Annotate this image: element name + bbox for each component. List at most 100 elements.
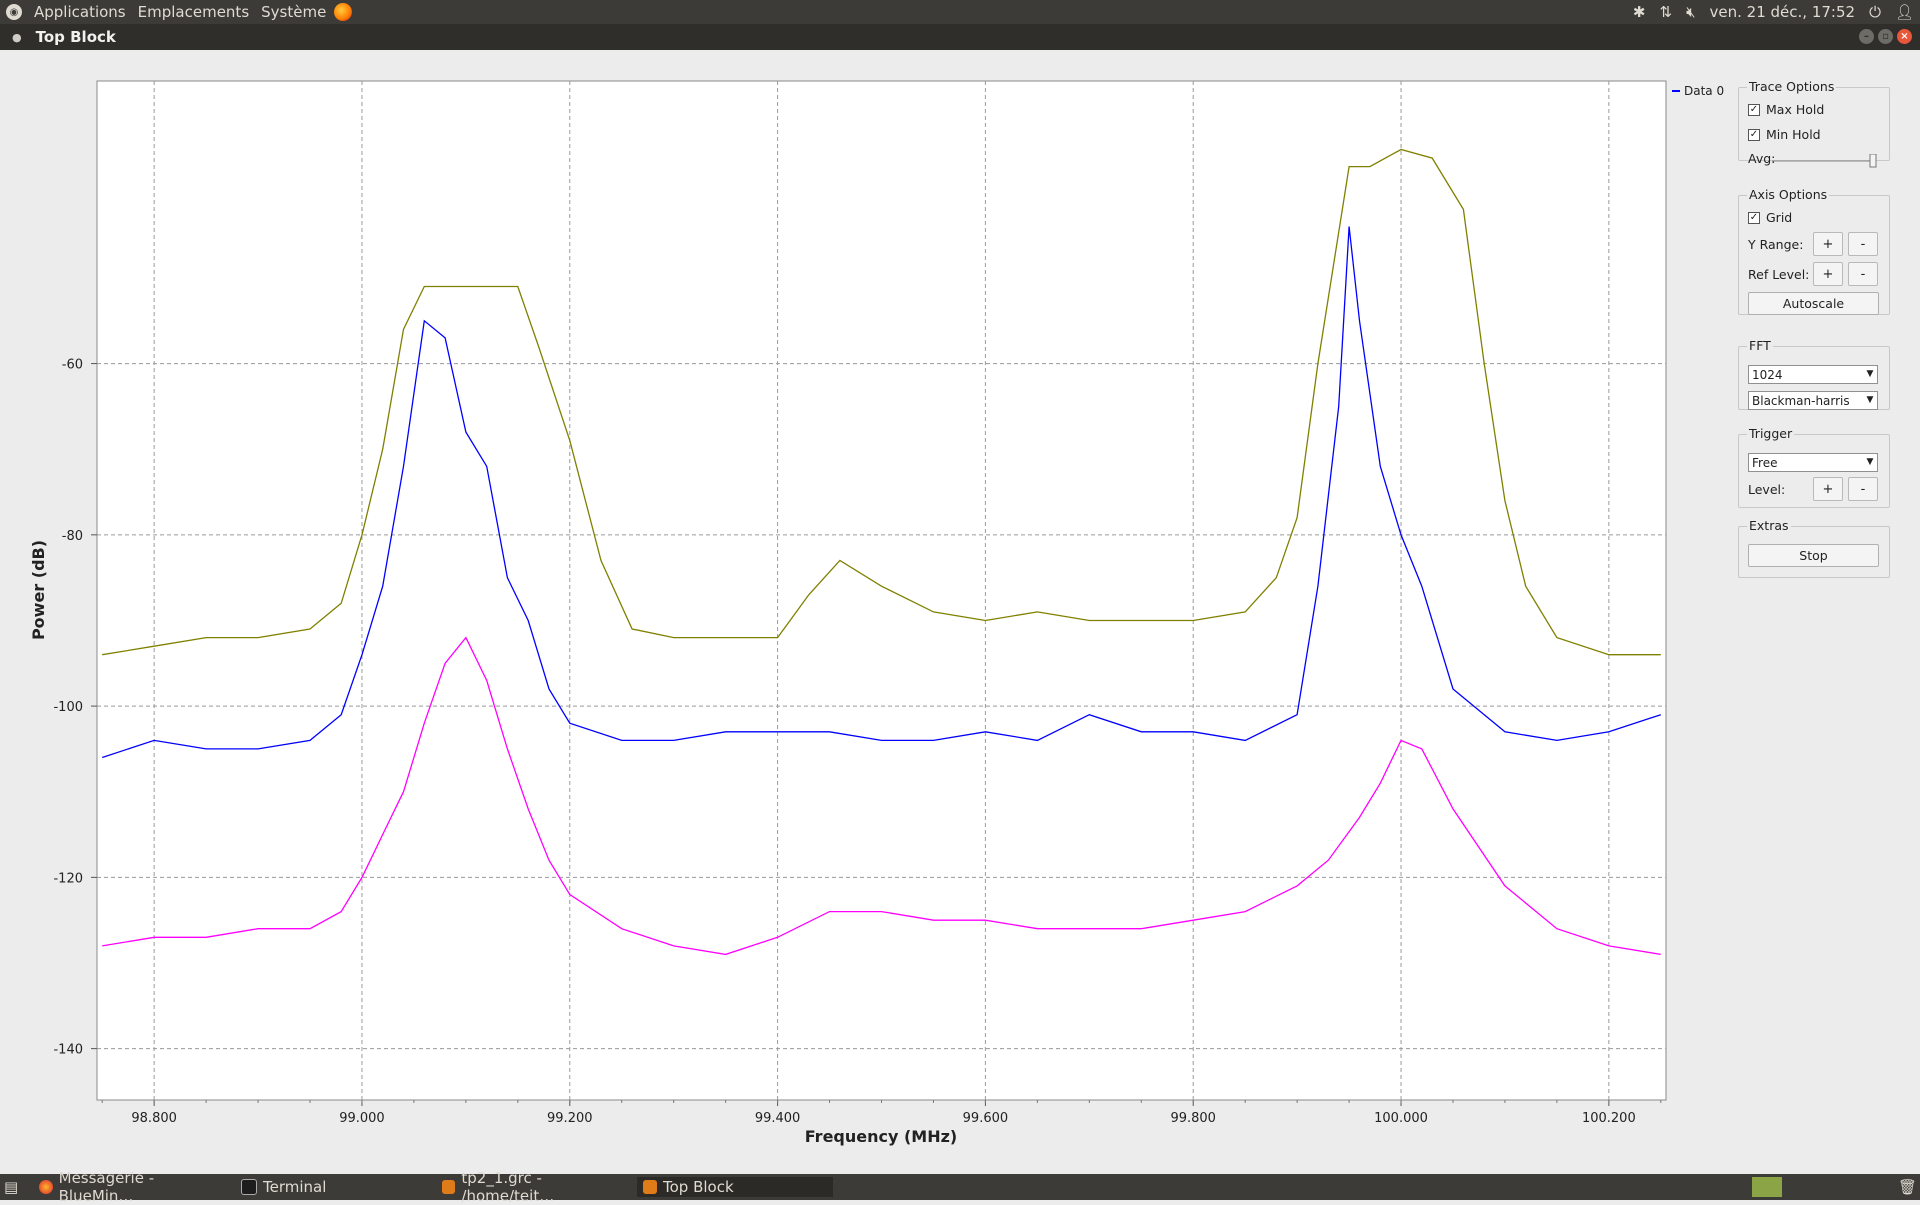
min-hold-checkbox[interactable]: ✓ Min Hold [1748, 127, 1821, 142]
y-range-label: Y Range: [1748, 237, 1804, 252]
plot-canvas[interactable] [96, 80, 1667, 1101]
chevron-down-icon[interactable]: ▼ [1866, 457, 1874, 467]
x-tick-label: 100.200 [1582, 1111, 1636, 1126]
menu-applications[interactable]: Applications [34, 3, 126, 21]
menu-places[interactable]: Emplacements [137, 3, 250, 21]
y-range-plus-button[interactable]: + [1813, 232, 1843, 256]
gnuradio-icon [442, 1180, 456, 1194]
series-line-0 [101, 226, 1662, 759]
trigger-title: Trigger [1747, 426, 1795, 441]
autoscale-button[interactable]: Autoscale [1748, 292, 1879, 315]
volume-muted-icon[interactable]: 🔇︎ [1686, 3, 1696, 21]
min-hold-check-icon[interactable]: ✓ [1748, 128, 1760, 141]
show-desktop-icon[interactable]: ▤ [4, 1178, 19, 1196]
trigger-mode-value: Free [1752, 455, 1778, 470]
ref-level-minus-button[interactable]: - [1848, 262, 1878, 286]
close-icon[interactable]: × [1897, 29, 1912, 44]
bluetooth-icon[interactable]: ✱ [1632, 3, 1646, 21]
series-line-2 [102, 636, 1661, 956]
grid [97, 81, 1666, 1100]
trace-options-group: Trace Options ✓ Max Hold ✓ Min Hold Avg: [1738, 79, 1890, 168]
task-top-block-label: Top Block [663, 1178, 734, 1196]
avg-slider-handle[interactable] [1869, 154, 1877, 168]
y-tick-label: -120 [53, 871, 83, 886]
task-terminal-label: Terminal [263, 1178, 327, 1196]
ref-level-plus-button[interactable]: + [1813, 262, 1843, 286]
chevron-down-icon[interactable]: ▼ [1866, 395, 1874, 405]
window-title: Top Block [35, 28, 116, 46]
fft-group: FFT 1024 ▼ Blackman-harris ▼ [1738, 338, 1890, 410]
trigger-level-minus-button[interactable]: - [1848, 477, 1878, 501]
x-tick-label: 99.600 [963, 1111, 1009, 1126]
spectrum-chart[interactable]: 98.800 99.000 99.200 99.400 99.600 99.800 100.… [0, 50, 1738, 1174]
max-hold-checkbox[interactable]: ✓ Max Hold [1748, 102, 1824, 117]
legend-swatch [1672, 90, 1680, 92]
grid-label: Grid [1766, 210, 1793, 225]
x-tick-label: 99.000 [339, 1111, 385, 1126]
y-tick-label: -140 [53, 1043, 83, 1058]
y-tick-labels: -60 -80 -100 -120 -140 [53, 358, 97, 1058]
task-terminal[interactable]: Terminal [235, 1177, 431, 1197]
network-icon[interactable]: ⇅ [1659, 3, 1673, 21]
legend-label: Data 0 [1684, 84, 1725, 98]
series-line-1 [102, 148, 1661, 656]
legend[interactable]: Data 0 [1672, 84, 1724, 98]
user-icon[interactable]: 👤︎ [1894, 3, 1914, 21]
avg-label: Avg: [1748, 151, 1776, 166]
trigger-group: Trigger Free ▼ Level: + - [1738, 426, 1890, 508]
axis-options-title: Axis Options [1747, 187, 1830, 202]
gnuradio-icon [643, 1180, 657, 1194]
firefox-icon [39, 1180, 53, 1194]
ref-level-label: Ref Level: [1748, 267, 1810, 282]
max-hold-label: Max Hold [1766, 102, 1825, 117]
fft-window-select[interactable]: Blackman-harris ▼ [1748, 391, 1878, 410]
power-icon[interactable]: ⏻ [1869, 3, 1881, 21]
avg-slider[interactable] [1772, 154, 1878, 168]
chevron-down-icon[interactable]: ▼ [1866, 369, 1874, 379]
trigger-mode-select[interactable]: Free ▼ [1748, 453, 1878, 472]
fft-size-select[interactable]: 1024 ▼ [1748, 365, 1878, 384]
minimize-icon[interactable]: – [1859, 29, 1874, 44]
max-hold-check-icon[interactable]: ✓ [1748, 103, 1760, 116]
x-tick-label: 99.400 [755, 1111, 801, 1126]
trace-options-title: Trace Options [1747, 79, 1837, 94]
maximize-icon[interactable]: ▫ [1878, 29, 1893, 44]
menu-system[interactable]: Système [261, 3, 327, 21]
system-top-panel: ◉ Applications Emplacements Système ✱ ⇅ … [0, 0, 1920, 24]
control-panel: Trace Options ✓ Max Hold ✓ Min Hold Avg:… [1738, 50, 1920, 1174]
ref-level-row: Ref Level: [1748, 267, 1809, 282]
grid-check-icon[interactable]: ✓ [1748, 211, 1760, 224]
y-range-row: Y Range: [1748, 237, 1803, 252]
fft-title: FFT [1747, 338, 1773, 353]
avg-row: Avg: [1748, 151, 1775, 166]
task-grc-editor[interactable]: tp2_1.grc - /home/teit… [436, 1169, 632, 1205]
firefox-launcher-icon[interactable] [334, 3, 353, 21]
y-tick-label: -100 [53, 700, 83, 715]
x-tick-label: 98.800 [131, 1111, 177, 1126]
fft-window-value: Blackman-harris [1752, 393, 1850, 408]
task-messagerie[interactable]: Messagerie - BlueMin… [33, 1169, 229, 1205]
trigger-level-label: Level: [1748, 482, 1786, 497]
series-layer [101, 148, 1662, 956]
extras-group: Extras Stop [1738, 518, 1890, 578]
y-axis-title: Power (dB) [29, 540, 48, 640]
trigger-level-row: Level: [1748, 482, 1785, 497]
x-axis-title: Frequency (MHz) [805, 1127, 957, 1146]
y-tick-label: -80 [62, 529, 83, 544]
ubuntu-logo-icon[interactable]: ◉ [6, 4, 22, 20]
terminal-icon [241, 1179, 257, 1195]
y-tick-label: -60 [62, 358, 83, 373]
stop-button[interactable]: Stop [1748, 544, 1879, 567]
window-menu-icon[interactable]: ● [12, 30, 22, 44]
y-range-minus-button[interactable]: - [1848, 232, 1878, 256]
workspace-switcher[interactable] [1752, 1177, 1782, 1197]
trigger-level-plus-button[interactable]: + [1813, 477, 1843, 501]
task-top-block[interactable]: Top Block [637, 1177, 833, 1197]
extras-title: Extras [1747, 518, 1791, 533]
grid-checkbox[interactable]: ✓ Grid [1748, 210, 1792, 225]
window-title-bar: ● Top Block – ▫ × [0, 24, 1920, 50]
x-tick-labels: 98.800 99.000 99.200 99.400 99.600 99.800 100.… [101, 1100, 1662, 1126]
clock[interactable]: ven. 21 déc., 17:52 [1709, 3, 1856, 21]
trash-icon[interactable]: 🗑︎ [1898, 1178, 1918, 1196]
x-tick-label: 99.800 [1170, 1111, 1216, 1126]
